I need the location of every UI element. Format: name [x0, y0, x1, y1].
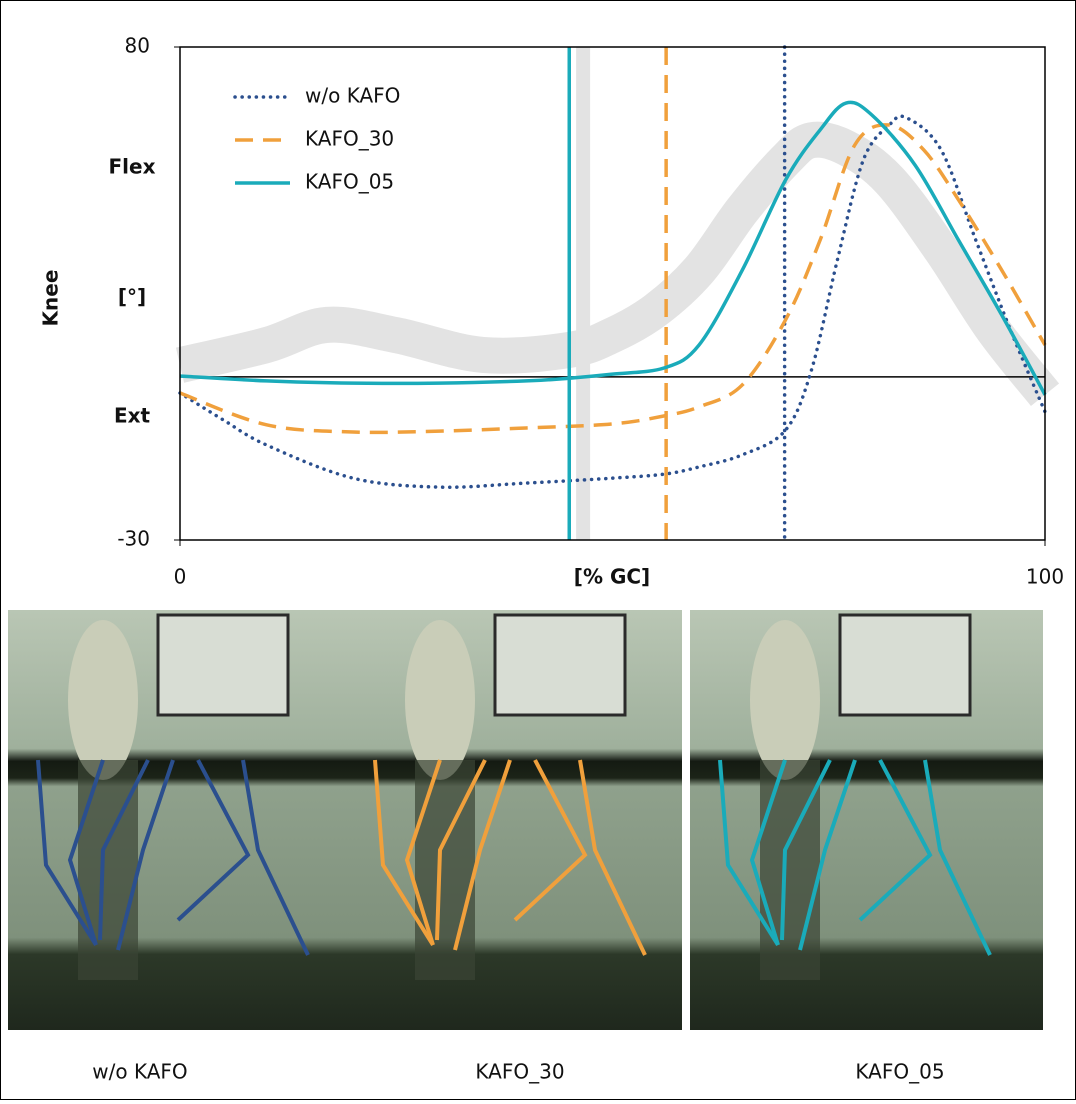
photo-caption: w/o KAFO [92, 1060, 187, 1084]
stick-figure [453, 759, 512, 951]
photo-caption: KAFO_05 [855, 1060, 944, 1084]
photo-window [156, 613, 290, 717]
plot-frame [179, 46, 1046, 541]
stick-figure [513, 759, 588, 922]
legend-label: KAFO_05 [305, 170, 394, 194]
person-legs [415, 760, 475, 980]
series-line [179, 100, 1047, 396]
series-line [178, 114, 1047, 489]
stick-figure [373, 759, 435, 947]
y-annotation: Ext [114, 404, 151, 428]
stick-figure [578, 759, 647, 956]
series-line [179, 123, 1047, 435]
y-tick-label: 80 [125, 34, 150, 58]
reference-band [175, 121, 1060, 407]
stick-figure [749, 759, 787, 946]
stick-figure [435, 759, 487, 941]
stick-figure [858, 759, 933, 922]
person [68, 620, 138, 780]
y-annotation: [°] [118, 285, 146, 309]
legend-label: w/o KAFO [305, 84, 400, 108]
photo-caption: KAFO_30 [475, 1060, 564, 1084]
plot [174, 45, 1060, 546]
stick-figure [241, 759, 310, 956]
stick-figure [718, 759, 780, 947]
y-axis-label: Knee [39, 270, 63, 327]
x-axis-label: [% GC] [574, 565, 650, 589]
y-tick-label: -30 [117, 527, 150, 551]
stick-figure [98, 759, 150, 941]
person [750, 620, 820, 780]
stick-figure [176, 759, 251, 922]
stick-figure [923, 759, 992, 956]
stick-figure [780, 759, 832, 941]
photo-window [838, 613, 972, 717]
person [405, 620, 475, 780]
stick-figure [36, 759, 98, 947]
legend-label: KAFO_30 [305, 127, 394, 151]
x-tick-label: 0 [174, 565, 187, 589]
photo-window [493, 613, 627, 717]
stick-figure [67, 759, 105, 946]
stick-figure [116, 759, 175, 951]
photos [8, 610, 1043, 1030]
person-legs [760, 760, 820, 980]
stick-figure [404, 759, 442, 946]
person-legs [78, 760, 138, 980]
stick-figure [798, 759, 857, 951]
y-annotation: Flex [109, 155, 156, 179]
x-tick-label: 100 [1026, 565, 1064, 589]
